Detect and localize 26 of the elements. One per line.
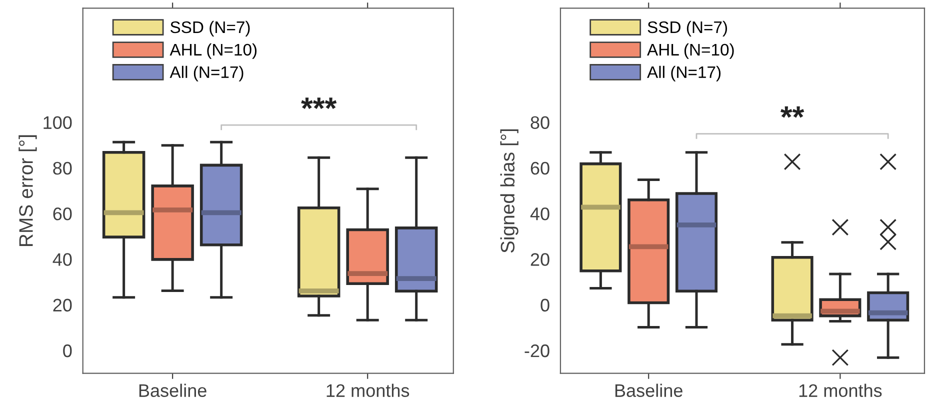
y-tick-label: 20 (530, 253, 550, 266)
x-tick-label: Baseline (615, 384, 682, 397)
legend-label: All (N=17) (647, 66, 721, 82)
y-tick-label: 40 (52, 253, 72, 266)
annotation: *** (301, 98, 337, 110)
y-tick-label: 80 (530, 116, 550, 129)
y-axis-title: Signed bias [°] (500, 129, 518, 253)
y-tick-label: 100 (44, 116, 72, 129)
legend-label: All (N=17) (170, 66, 244, 82)
y-tick-label: 0 (63, 344, 72, 358)
y-tick-label: 80 (53, 162, 72, 175)
y-tick-label: 0 (540, 298, 550, 312)
y-tick-label: -20 (524, 344, 550, 358)
y-tick-label: 20 (53, 298, 72, 312)
y-tick-label: 40 (530, 207, 550, 220)
y-tick-label: 60 (530, 162, 550, 175)
y-tick-label: 60 (53, 207, 72, 220)
annotation: ** (780, 106, 804, 118)
legend-label: AHL (N=10) (170, 43, 257, 59)
x-tick-label: Baseline (139, 384, 206, 397)
y-axis-title: RMS error [°] (18, 135, 37, 246)
legend-label: SSD (N=7) (170, 20, 250, 36)
x-tick-label: 12 months (799, 384, 882, 397)
legend-label: AHL (N=10) (647, 43, 734, 59)
legend-label: SSD (N=7) (648, 20, 727, 36)
x-tick-label: 12 months (326, 384, 410, 397)
